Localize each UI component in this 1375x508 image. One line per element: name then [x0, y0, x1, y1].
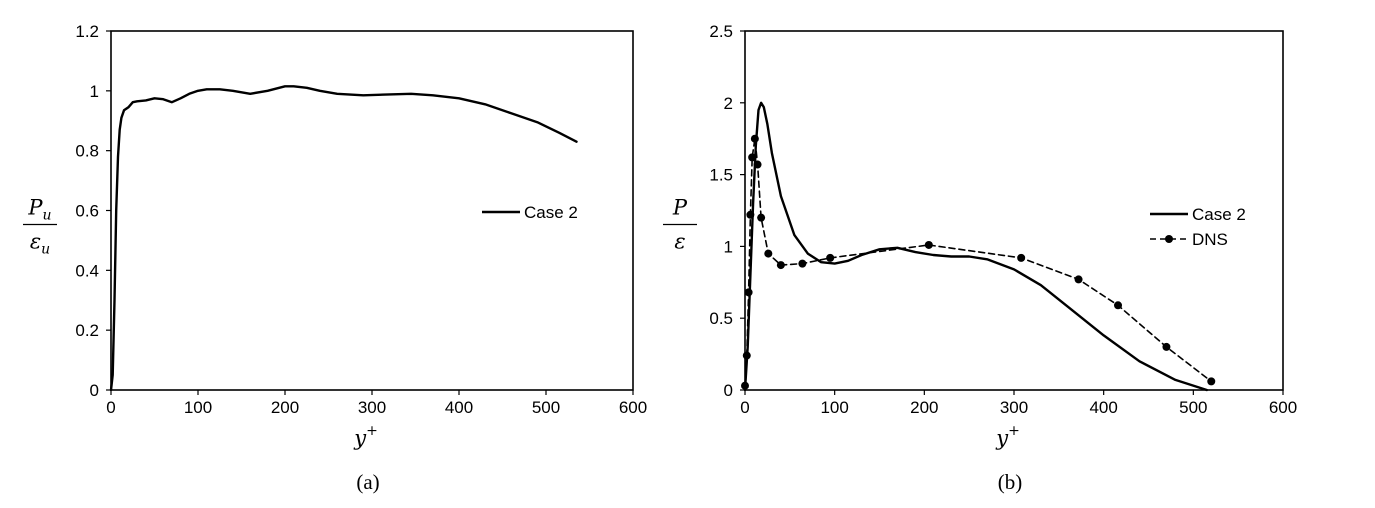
y-tick-label: 1.2 [75, 22, 99, 41]
y-tick-label: 0.2 [75, 321, 99, 340]
x-tick-label: 0 [106, 398, 115, 417]
legend-label: Case 2 [524, 203, 578, 222]
y-tick-label: 0.4 [75, 261, 99, 280]
x-tick-label: 400 [1089, 398, 1117, 417]
y-tick-label: 0.6 [75, 202, 99, 221]
x-tick-label: 100 [184, 398, 212, 417]
data-point-marker [744, 288, 753, 297]
legend-label: Case 2 [1192, 205, 1246, 224]
y-tick-label: 0 [724, 381, 733, 400]
data-point-marker [757, 213, 766, 222]
x-tick-label: 600 [1269, 398, 1297, 417]
legend-label: DNS [1192, 230, 1228, 249]
series-line-case-2 [109, 85, 578, 392]
data-point-marker [1017, 253, 1026, 262]
data-point-marker [764, 249, 773, 258]
x-tick-label: 400 [445, 398, 473, 417]
data-point-marker [1207, 377, 1216, 386]
panel-caption: (b) [998, 470, 1023, 494]
y-tick-label: 2.5 [709, 22, 733, 41]
x-axis-title: y+ [353, 423, 378, 450]
data-point-marker [748, 153, 757, 162]
data-point-marker [826, 253, 835, 262]
panel-b-chart: 0 0.5 1 1.5 2 2.5 0 100 200 300 400 500 600 y+ Pε (b) Ca… [663, 22, 1297, 494]
x-tick-label: 200 [271, 398, 299, 417]
data-point-marker [924, 240, 933, 249]
x-tick-label: 300 [358, 398, 386, 417]
x-axis-title: y+ [995, 423, 1020, 450]
data-point-marker [776, 261, 785, 270]
x-tick-label: 200 [910, 398, 938, 417]
x-tick-label: 300 [1000, 398, 1028, 417]
legend-marker [1165, 235, 1173, 243]
data-point-marker [1074, 275, 1083, 284]
panel-caption: (a) [356, 470, 379, 494]
y-tick-label: 2 [724, 94, 733, 113]
data-point-marker [753, 160, 762, 169]
data-point-marker [742, 351, 751, 360]
y-tick-label: 1 [724, 237, 733, 256]
y-tick-label: 0.8 [75, 142, 99, 161]
y-tick-label: 1 [90, 82, 99, 101]
y-tick-label: 1.5 [709, 166, 733, 185]
y-axis-title-denominator: εu [30, 230, 50, 258]
data-point-marker [1114, 301, 1123, 310]
data-point-marker [798, 259, 807, 268]
series-line-dns [744, 137, 1213, 387]
y-tick-label: 0.5 [709, 309, 733, 328]
x-tick-label: 500 [532, 398, 560, 417]
data-point-marker [1162, 342, 1171, 351]
data-point-marker [746, 210, 755, 219]
y-axis-title-denominator: ε [674, 230, 685, 254]
x-tick-label: 0 [740, 398, 749, 417]
series-line-case-2 [743, 101, 1208, 392]
y-axis-title-numerator: Pu [27, 196, 51, 224]
data-point-marker [741, 381, 749, 390]
x-tick-label: 500 [1179, 398, 1207, 417]
x-tick-label: 600 [619, 398, 647, 417]
y-tick-label: 0 [90, 381, 99, 400]
panel-a-chart: 0 0.2 0.4 0.6 0.8 1 1.2 0 100 200 300 400 500 600 y+ Pu… [23, 22, 647, 494]
x-tick-label: 100 [820, 398, 848, 417]
data-point-marker [750, 134, 759, 143]
y-axis-title-numerator: P [672, 196, 688, 220]
